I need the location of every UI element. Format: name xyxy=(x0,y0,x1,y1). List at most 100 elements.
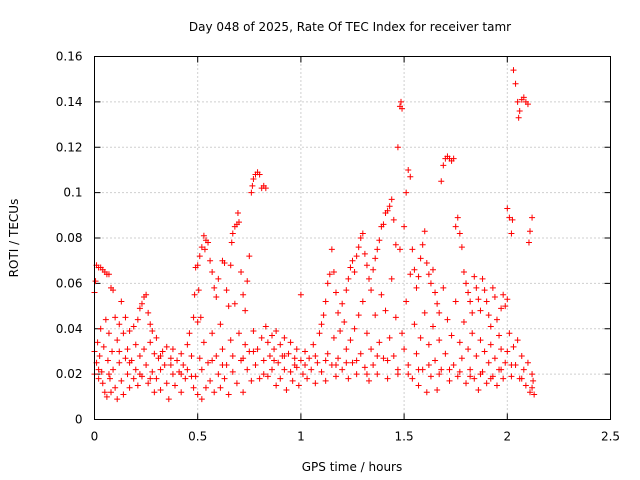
data-point xyxy=(101,389,108,396)
data-point xyxy=(444,316,451,323)
data-point xyxy=(277,341,284,348)
data-point xyxy=(436,371,443,378)
data-point xyxy=(427,280,434,287)
data-point xyxy=(122,314,129,321)
data-point xyxy=(287,368,294,375)
data-point xyxy=(376,237,383,244)
data-point xyxy=(493,382,500,389)
data-point xyxy=(396,246,403,253)
data-point xyxy=(217,321,224,328)
data-point xyxy=(506,330,513,337)
data-point xyxy=(363,330,370,337)
data-point xyxy=(454,214,461,221)
y-tick-label: 0.12 xyxy=(56,140,83,154)
data-point xyxy=(475,387,482,394)
data-point xyxy=(456,368,463,375)
data-point xyxy=(421,228,428,235)
data-point xyxy=(194,318,201,325)
data-point xyxy=(504,348,511,355)
data-point xyxy=(322,298,329,305)
data-point xyxy=(483,298,490,305)
data-point xyxy=(349,359,356,366)
data-point xyxy=(417,334,424,341)
data-point xyxy=(157,366,164,373)
data-point xyxy=(219,362,226,369)
grid-lines xyxy=(94,56,611,420)
data-point xyxy=(353,357,360,364)
data-point xyxy=(460,269,467,276)
data-point xyxy=(161,362,168,369)
data-point xyxy=(351,269,358,276)
data-point xyxy=(260,357,267,364)
data-point xyxy=(180,362,187,369)
data-point xyxy=(355,244,362,251)
data-point xyxy=(225,303,232,310)
data-point xyxy=(244,366,251,373)
data-point xyxy=(485,312,492,319)
data-point xyxy=(104,357,111,364)
data-point xyxy=(508,362,515,369)
data-point xyxy=(516,107,523,114)
data-point xyxy=(235,219,242,226)
data-point xyxy=(221,259,228,266)
data-point xyxy=(103,393,110,400)
data-point xyxy=(116,321,123,328)
data-point xyxy=(120,391,127,398)
data-point xyxy=(436,309,443,316)
data-point xyxy=(246,253,253,260)
data-point xyxy=(201,246,208,253)
data-point xyxy=(434,300,441,307)
data-point xyxy=(229,368,236,375)
data-point xyxy=(386,334,393,341)
data-point xyxy=(108,389,115,396)
x-tick-label: 1 xyxy=(297,430,305,444)
data-point xyxy=(425,362,432,369)
data-point xyxy=(332,289,339,296)
data-point xyxy=(429,266,436,273)
data-point xyxy=(487,375,494,382)
data-point xyxy=(446,366,453,373)
data-point xyxy=(275,359,282,366)
data-point xyxy=(322,377,329,384)
data-point xyxy=(518,375,525,382)
data-point xyxy=(485,359,492,366)
data-point xyxy=(432,289,439,296)
data-point xyxy=(527,389,534,396)
data-point xyxy=(219,346,226,353)
data-point xyxy=(281,366,288,373)
data-point xyxy=(149,328,156,335)
data-point xyxy=(359,298,366,305)
data-point xyxy=(368,346,375,353)
data-point xyxy=(522,382,529,389)
data-point xyxy=(343,287,350,294)
data-point xyxy=(332,373,339,380)
data-point xyxy=(386,203,393,210)
data-point xyxy=(353,253,360,260)
y-axis-label: ROTI / TECUs xyxy=(7,199,21,278)
data-point xyxy=(510,343,517,350)
data-point xyxy=(297,357,304,364)
data-point xyxy=(95,375,102,382)
data-point xyxy=(368,287,375,294)
data-point xyxy=(254,346,261,353)
data-point xyxy=(304,375,311,382)
data-point xyxy=(250,348,257,355)
data-point xyxy=(366,377,373,384)
x-tick-label: 0.5 xyxy=(188,430,207,444)
data-point xyxy=(339,300,346,307)
data-point xyxy=(264,339,271,346)
data-point xyxy=(407,271,414,278)
data-point xyxy=(169,371,176,378)
data-point xyxy=(273,328,280,335)
data-point xyxy=(456,339,463,346)
data-point xyxy=(337,328,344,335)
data-point xyxy=(529,384,536,391)
data-point xyxy=(357,235,364,241)
data-point xyxy=(512,80,519,87)
data-point xyxy=(384,375,391,382)
data-point xyxy=(211,284,218,291)
data-point xyxy=(413,350,420,357)
data-point xyxy=(153,375,160,382)
x-tick-label: 0 xyxy=(91,430,99,444)
data-point xyxy=(191,291,198,298)
